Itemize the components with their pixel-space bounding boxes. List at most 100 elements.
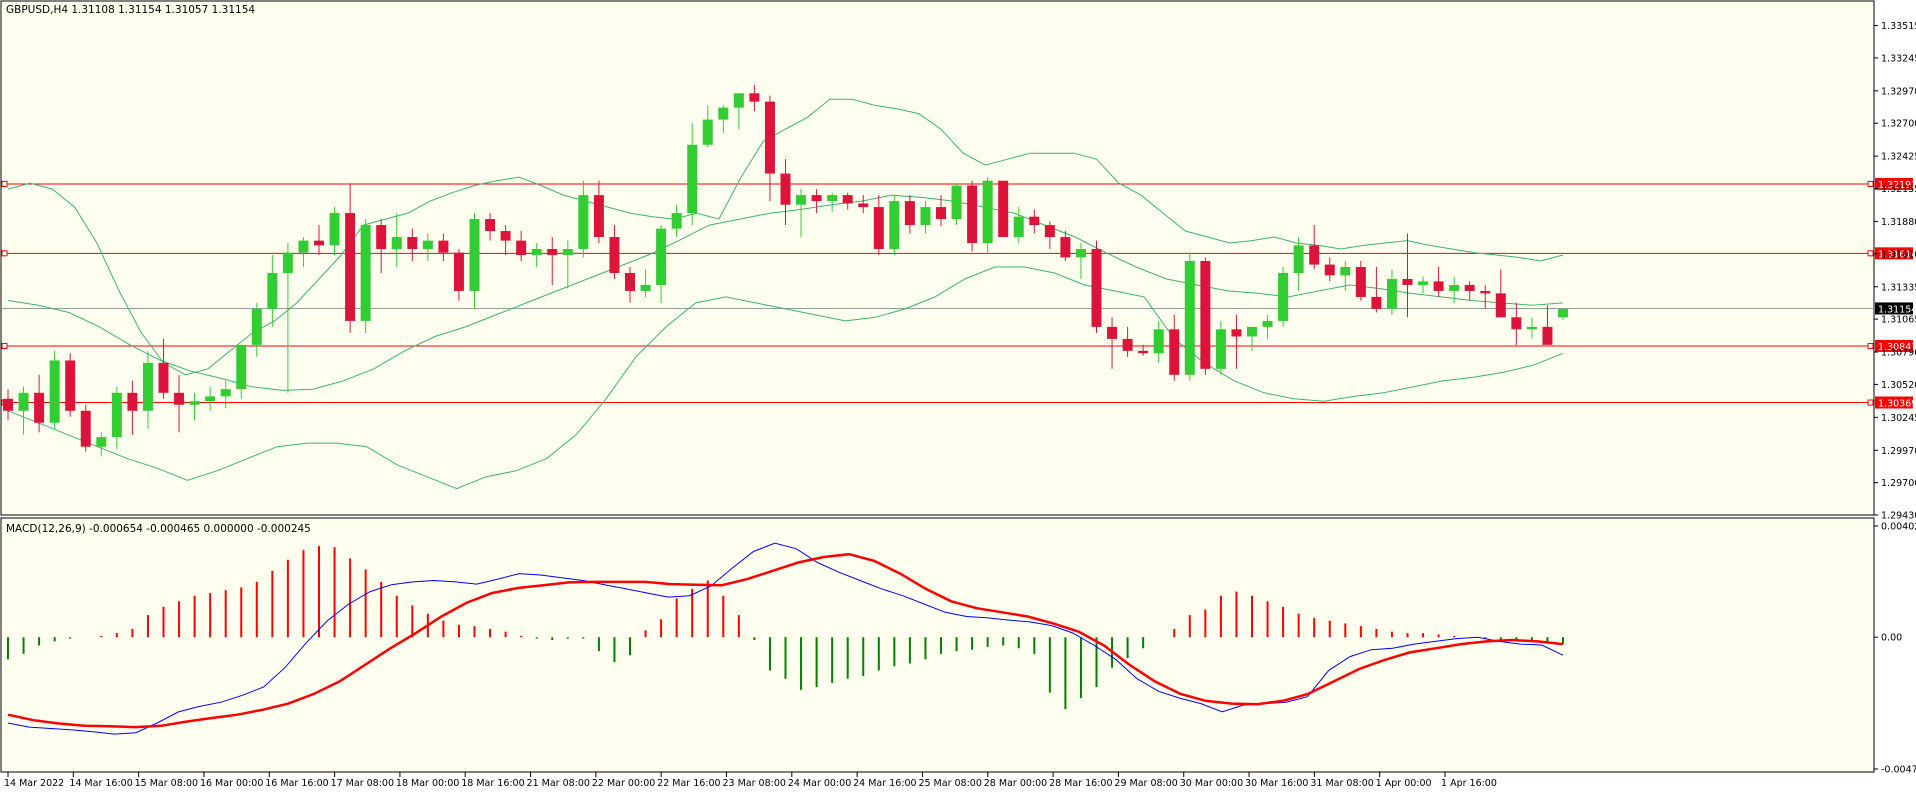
price-panel[interactable]: GBPUSD,H4 1.31108 1.31154 1.31057 1.3115… — [0, 0, 1875, 516]
candle-body — [1324, 264, 1335, 276]
price-tick-label: 1.29430 — [1881, 511, 1916, 522]
candle-body — [904, 201, 915, 226]
macd-scale: 0.00402 0.00 -0.004763 — [1874, 522, 1916, 776]
candle-body — [1542, 326, 1553, 345]
price-tick-label: 1.30245 — [1881, 413, 1916, 424]
time-axis: 14 Mar 2022 14 Mar 16:00 15 Mar 08:00 16 Ma… — [4, 772, 1497, 789]
candle-body — [3, 398, 13, 411]
macd-scale-label: 0.00402 — [1881, 522, 1916, 533]
macd-panel[interactable]: MACD(12,26,9) -0.000654 -0.000465 0.0000… — [0, 517, 1875, 773]
candle-body — [49, 360, 60, 423]
price-tick-label: 1.31335 — [1881, 282, 1916, 293]
price-tick-label: 1.32425 — [1881, 152, 1916, 163]
level-price-label: 1.30369 — [1878, 398, 1916, 409]
candle-body — [1200, 260, 1211, 369]
candle-body — [1075, 249, 1086, 258]
candle-body — [407, 237, 418, 250]
candle-body — [422, 240, 433, 250]
candle-body — [1418, 281, 1429, 285]
candle-body — [547, 249, 558, 256]
candle-body — [1293, 245, 1304, 273]
price-tick-label: 1.31880 — [1881, 217, 1916, 228]
horizontal-levels — [1, 180, 1874, 406]
candle-body — [1262, 320, 1273, 327]
candle-body — [1386, 278, 1397, 309]
candle-body — [578, 195, 589, 250]
candle-body — [1433, 281, 1444, 291]
candle-body — [1029, 216, 1040, 226]
candle-body — [516, 240, 527, 256]
time-tick-label: 29 Mar 08:00 — [1114, 778, 1177, 789]
candle-body — [1449, 284, 1460, 291]
time-tick-label: 1 Apr 00:00 — [1376, 778, 1432, 789]
candle-body — [142, 362, 153, 411]
time-tick-label: 28 Mar 00:00 — [984, 778, 1047, 789]
candle-body — [1044, 225, 1055, 238]
candle-body — [345, 213, 356, 321]
time-tick-label: 24 Mar 00:00 — [788, 778, 851, 789]
candle-body — [764, 101, 775, 174]
macd-panel-background — [0, 517, 1875, 773]
time-tick-label: 16 Mar 16:00 — [265, 778, 328, 789]
level-anchor-left — [1, 180, 8, 187]
candle-body — [1184, 260, 1195, 375]
candle-body — [998, 180, 1009, 238]
price-panel-background — [0, 0, 1875, 516]
price-tick-label: 1.32700 — [1881, 119, 1916, 130]
time-tick-label: 15 Mar 08:00 — [135, 778, 198, 789]
candle-body — [609, 237, 620, 273]
candle-body — [1464, 284, 1475, 291]
candle-body — [889, 201, 900, 250]
candle-body — [640, 284, 651, 291]
candle-body — [982, 180, 993, 244]
price-tick-label: 1.33515 — [1881, 21, 1916, 32]
candle-body — [1107, 326, 1118, 339]
candle-body — [796, 195, 807, 205]
candle-body — [1371, 296, 1382, 309]
current-price-badge — [1875, 302, 1913, 315]
price-tick-label: 1.30520 — [1881, 380, 1916, 391]
candle-body — [1526, 326, 1537, 330]
candle-body — [391, 237, 402, 250]
candle-body — [562, 249, 573, 256]
price-tick-label: 1.31610 — [1881, 249, 1916, 260]
candle-body — [360, 225, 371, 321]
price-tick-label: 1.31065 — [1881, 315, 1916, 326]
price-tick-label: 1.32155 — [1881, 184, 1916, 195]
candlesticks — [3, 84, 1568, 457]
candle-body — [936, 207, 946, 220]
candle-body — [1060, 237, 1071, 258]
candle-body — [1480, 290, 1491, 294]
price-tick-label: 1.29970 — [1881, 446, 1916, 457]
candle-body — [1169, 329, 1180, 375]
candle-body — [174, 392, 185, 405]
level-price-label: 1.32193 — [1878, 180, 1916, 191]
candle-body — [1138, 350, 1149, 354]
candle-body — [625, 272, 635, 291]
macd-scale-label: 0.00 — [1881, 633, 1902, 644]
candle-body — [1122, 338, 1133, 351]
candle-body — [593, 195, 604, 238]
candle-body — [314, 240, 324, 246]
candle-body — [267, 272, 278, 309]
candle-body — [65, 360, 76, 411]
candle-body — [1153, 329, 1164, 354]
candle-body — [453, 252, 464, 291]
candle-body — [827, 195, 838, 202]
candle-body — [18, 392, 29, 411]
level-price-label: 1.30841 — [1878, 342, 1916, 353]
candle-body — [111, 392, 122, 438]
candle-body — [34, 392, 45, 423]
candle-body — [733, 93, 744, 108]
candle-body — [1495, 293, 1506, 318]
time-tick-label: 23 Mar 08:00 — [723, 778, 786, 789]
price-tick-label: 1.30790 — [1881, 348, 1916, 359]
level-price-badge — [1875, 247, 1913, 260]
candle-body — [873, 207, 884, 250]
time-tick-label: 14 Mar 2022 — [4, 778, 64, 789]
candle-body — [1355, 266, 1366, 297]
candle-body — [329, 213, 340, 246]
candle-body — [920, 207, 931, 226]
candle-body — [205, 396, 216, 402]
